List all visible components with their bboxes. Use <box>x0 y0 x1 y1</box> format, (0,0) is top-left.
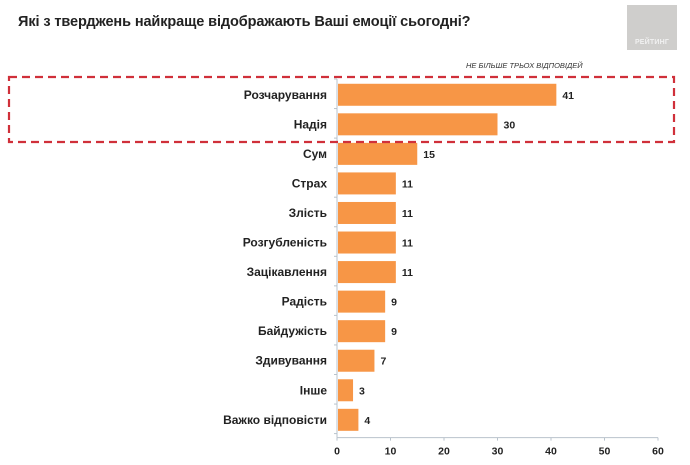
category-label: Радість <box>282 295 327 309</box>
highlight-box <box>7 75 676 144</box>
bar <box>338 408 359 431</box>
x-tick-label: 40 <box>545 446 557 458</box>
value-label: 4 <box>364 415 370 427</box>
rating-logo: РЕЙТИНГ <box>627 5 677 50</box>
x-tick-label: 10 <box>385 446 397 458</box>
value-label: 15 <box>423 149 435 161</box>
x-tick-label: 20 <box>438 446 450 458</box>
category-label: Важко відповісти <box>223 413 327 427</box>
bar <box>338 142 418 165</box>
value-label: 11 <box>402 238 413 250</box>
bar <box>338 261 396 284</box>
x-tick-label: 0 <box>334 446 340 458</box>
value-label: 11 <box>402 178 413 190</box>
category-label: Розгубленість <box>243 236 327 250</box>
bar <box>338 349 375 372</box>
bar <box>338 290 386 313</box>
value-label: 7 <box>380 356 386 368</box>
value-label: 9 <box>391 326 397 338</box>
category-label: Сум <box>303 147 327 161</box>
value-label: 41 <box>562 90 574 102</box>
x-tick-label: 50 <box>599 446 611 458</box>
bar <box>338 113 498 136</box>
category-label: Байдужість <box>258 324 327 338</box>
category-label: Зацікавлення <box>247 265 327 279</box>
category-label: Злість <box>289 206 327 220</box>
chart-note: НЕ БІЛЬШЕ ТРЬОХ ВІДПОВІДЕЙ <box>466 61 583 70</box>
value-label: 3 <box>359 385 365 397</box>
bars-group: Розчарування 41 Надія 30 Сум 15 Страх 11 Злість 1… <box>223 83 574 431</box>
category-label: Здивування <box>255 354 327 368</box>
x-tick-label: 60 <box>652 446 664 458</box>
value-label: 11 <box>402 208 413 220</box>
value-label: 9 <box>391 297 397 309</box>
bar <box>338 320 386 343</box>
bar <box>338 201 396 224</box>
bar <box>338 231 396 254</box>
category-label: Страх <box>292 176 328 190</box>
x-tick-label: 30 <box>492 446 504 458</box>
category-label: Інше <box>300 383 328 397</box>
x-axis: 0 10 20 30 40 50 60 <box>334 78 664 458</box>
logo-text: РЕЙТИНГ <box>634 39 670 46</box>
chart-title: Які з тверджень найкраще відображають Ва… <box>18 14 471 30</box>
bar <box>338 172 396 195</box>
value-label: 11 <box>402 267 413 279</box>
category-label: Надія <box>294 117 327 131</box>
bar <box>338 379 354 402</box>
value-label: 30 <box>504 119 516 131</box>
category-label: Розчарування <box>244 88 327 102</box>
bar <box>338 83 557 106</box>
